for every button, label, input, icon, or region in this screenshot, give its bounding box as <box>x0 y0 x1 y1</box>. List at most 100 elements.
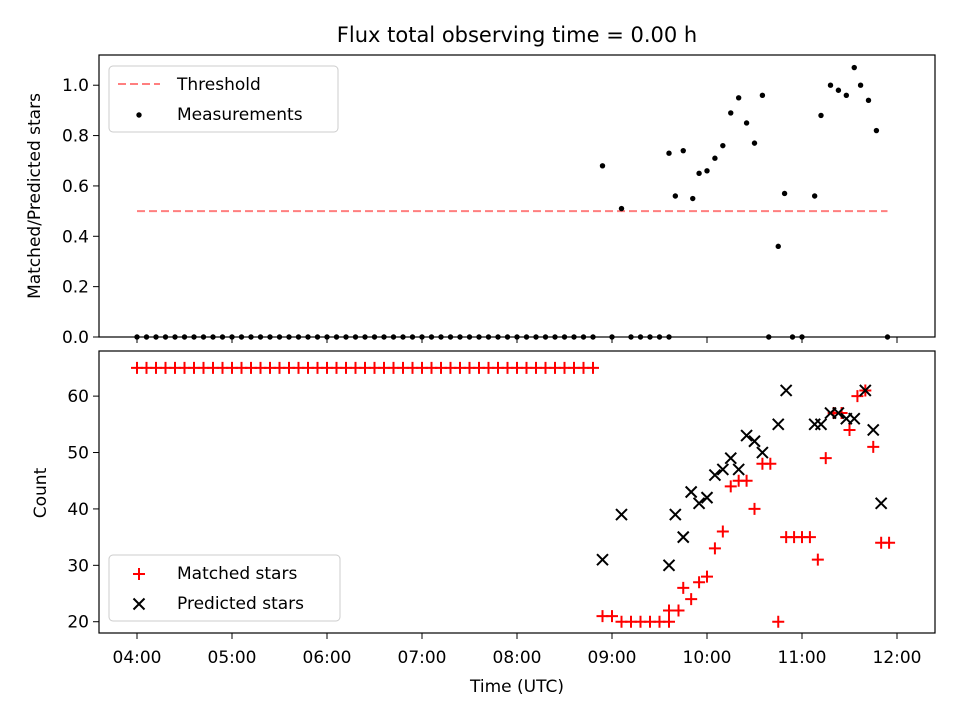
measurement-point <box>618 205 625 212</box>
measurement-point <box>680 147 686 154</box>
matched-stars-point <box>772 615 785 628</box>
bottom-x-ticks: 04:00 05:00 06:00 07:00 08:00 09:00 10:00 11:00… <box>113 633 922 668</box>
matched-stars-point <box>843 423 856 436</box>
y-tick-label: 1.0 <box>62 76 89 96</box>
measurement-point <box>672 193 679 199</box>
matched-stars-point <box>819 452 832 465</box>
bottom-legend-box <box>108 554 341 622</box>
x-tick-label: 05:00 <box>208 648 257 668</box>
matched-stars-point <box>851 390 864 403</box>
measurement-point <box>781 190 788 197</box>
predicted-stars-point <box>867 423 880 437</box>
top-y-ticks: 0.0 0.2 0.4 0.6 0.8 1.0 <box>62 76 99 348</box>
y-tick-label: 0.6 <box>62 177 89 197</box>
y-tick-label: 40 <box>67 500 89 520</box>
measurement-point <box>728 110 734 116</box>
predicted-stars-point <box>814 418 828 431</box>
matched-stars-point <box>740 474 753 487</box>
y-tick-label: 60 <box>67 387 89 407</box>
predicted-stars-point <box>832 406 845 420</box>
measurement-point <box>811 193 818 199</box>
predicted-stars-point <box>684 485 698 499</box>
predicted-stars-point <box>859 384 872 397</box>
x-tick-label: 07:00 <box>398 648 447 668</box>
measurement-point <box>835 87 842 93</box>
predicted-stars-point <box>724 451 737 465</box>
y-tick-label: 50 <box>67 444 89 464</box>
matched-stars-point <box>693 576 706 589</box>
measurement-point <box>865 97 872 104</box>
predicted-stars-point <box>756 446 769 459</box>
predicted-stars-point <box>700 491 714 504</box>
predicted-stars-point <box>732 463 745 476</box>
predicted-stars-point <box>848 412 861 425</box>
predicted-stars-point <box>662 559 676 572</box>
x-tick-label: 10:00 <box>683 648 732 668</box>
x-tick-label: 04:00 <box>113 648 162 668</box>
x-tick-label: 06:00 <box>303 648 352 668</box>
y-tick-label: 20 <box>67 613 89 633</box>
measurement-point <box>751 140 758 146</box>
matched-stars-point <box>748 502 761 515</box>
bottom-plot-frame <box>98 350 936 634</box>
predicted-stars-point <box>740 429 753 442</box>
bottom-plot-marks <box>131 361 896 628</box>
matched-stars-point <box>716 525 729 538</box>
measurement-point <box>759 92 766 98</box>
predicted-stars-point <box>772 418 785 431</box>
threshold-legend-label: Threshold <box>176 75 261 95</box>
matched-stars-point <box>764 457 777 470</box>
bottom-y-ticks: 20 30 40 50 60 <box>67 387 99 633</box>
matched-stars-point <box>685 593 698 606</box>
measurement-point <box>704 168 710 174</box>
bottom-legend: Matched stars Predicted stars <box>108 554 341 622</box>
measurement-point <box>712 155 718 161</box>
y-tick-label: 30 <box>67 556 89 576</box>
predicted-stars-point <box>669 508 682 521</box>
predicted-stars-point <box>708 468 722 482</box>
matched-stars-point <box>701 570 713 583</box>
x-tick-label: 08:00 <box>493 648 542 668</box>
x-tick-label: 11:00 <box>778 648 827 668</box>
bottom-y-axis-label: Count <box>31 467 51 518</box>
matched-stars-legend-marker <box>133 568 145 580</box>
predicted-stars-point <box>677 530 690 544</box>
measurement-point <box>735 95 742 101</box>
matched-stars-point <box>724 480 737 493</box>
measurement-point <box>775 243 781 250</box>
y-tick-label: 0.4 <box>62 227 89 247</box>
measurement-point <box>720 142 726 149</box>
matched-stars-point <box>677 581 690 594</box>
measurements-legend-marker <box>136 112 142 118</box>
matched-stars-legend-label: Matched stars <box>177 564 297 584</box>
matched-stars-point <box>883 536 896 549</box>
predicted-stars-point <box>596 553 609 566</box>
measurement-point <box>843 92 850 98</box>
matched-stars-point <box>672 604 685 617</box>
x-tick-label: 12:00 <box>873 648 922 668</box>
predicted-stars-legend-label: Predicted stars <box>177 594 304 614</box>
matched-stars-point <box>811 553 824 566</box>
top-legend-box <box>108 65 339 133</box>
matched-stars-point <box>663 615 675 628</box>
top-legend: Threshold Measurements <box>108 65 339 133</box>
predicted-stars-point <box>692 497 706 510</box>
predicted-stars-legend-marker <box>132 597 146 611</box>
matched-stars-point <box>867 440 880 453</box>
measurement-point <box>851 64 857 71</box>
top-y-axis-label: Matched/Predicted stars <box>25 93 45 299</box>
top-chart-title: Flux total observing time = 0.00 h <box>337 23 697 47</box>
matched-stars-point <box>708 542 721 555</box>
predicted-stars-point <box>874 497 888 510</box>
matched-stars-point <box>587 361 599 374</box>
predicted-stars-point <box>716 463 730 476</box>
measurement-point <box>666 150 672 156</box>
x-tick-label: 09:00 <box>588 648 637 668</box>
predicted-stars-point <box>779 384 793 397</box>
measurements-legend-label: Measurements <box>177 105 303 125</box>
y-tick-label: 0.2 <box>62 278 89 298</box>
y-tick-label: 0.0 <box>62 328 89 348</box>
measurement-point <box>696 170 702 177</box>
top-plot-frame <box>98 54 936 338</box>
